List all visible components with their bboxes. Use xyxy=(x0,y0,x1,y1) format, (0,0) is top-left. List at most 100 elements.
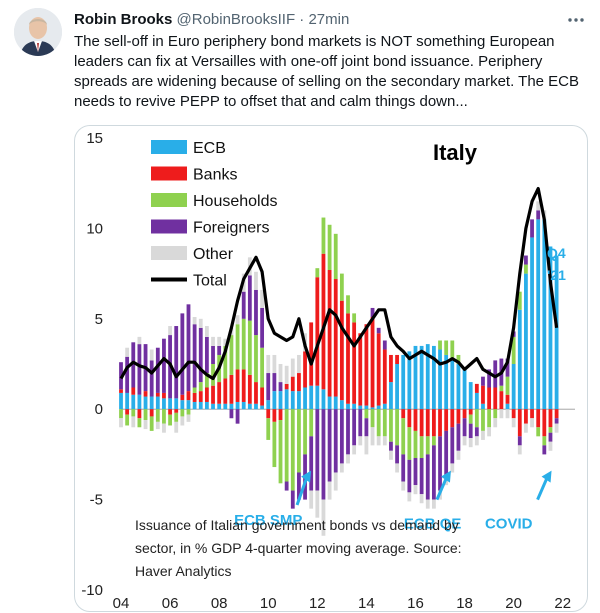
bar-ecb xyxy=(401,354,406,410)
bar-ecb xyxy=(431,345,436,410)
bar-foreigners xyxy=(419,458,424,495)
bar-households xyxy=(174,412,179,422)
bar-other xyxy=(309,490,314,509)
avatar-portrait-icon xyxy=(14,8,62,56)
bar-banks xyxy=(370,316,375,408)
bar-other xyxy=(346,454,350,464)
meta-separator: · xyxy=(299,11,305,28)
x-tick-label: 08 xyxy=(211,595,228,611)
bar-other xyxy=(468,438,473,448)
bar-other xyxy=(499,409,504,419)
bar-other xyxy=(474,436,479,446)
bar-households xyxy=(364,409,369,419)
bar-other xyxy=(401,481,406,491)
bar-other xyxy=(536,201,541,211)
bar-foreigners xyxy=(284,481,289,491)
bar-foreigners xyxy=(229,409,234,419)
bar-banks xyxy=(278,409,283,421)
bar-other xyxy=(149,349,154,361)
bar-households xyxy=(162,409,166,424)
bar-foreigners xyxy=(505,358,510,377)
tweet-media-chart[interactable]: 15 10 5 0 -5 -10 04 06 08 10 12 14 16 18 20 22 ECB Banks… xyxy=(74,125,588,612)
bar-households xyxy=(444,340,449,355)
bar-ecb xyxy=(321,389,326,410)
bar-banks xyxy=(217,382,222,404)
bar-ecb xyxy=(217,403,222,410)
bar-foreigners xyxy=(254,289,258,336)
total-line-layer xyxy=(119,186,559,381)
avatar[interactable] xyxy=(14,8,62,56)
bar-foreigners xyxy=(162,338,166,393)
bar-other xyxy=(119,418,123,428)
bar-banks xyxy=(431,409,436,437)
bar-ecb xyxy=(462,369,467,410)
bar-ecb xyxy=(407,351,412,410)
bar-ecb xyxy=(542,219,547,410)
bar-households xyxy=(297,409,301,473)
author-name[interactable]: Robin Brooks xyxy=(74,11,173,28)
bar-foreigners xyxy=(548,432,553,442)
more-dots-icon[interactable] xyxy=(566,10,586,30)
bar-ecb xyxy=(149,396,154,410)
bar-households xyxy=(260,347,265,388)
bar-households xyxy=(450,340,455,359)
bar-other xyxy=(137,336,142,345)
bar-households xyxy=(149,416,154,431)
bar-households xyxy=(395,409,399,446)
bar-households xyxy=(536,427,541,437)
author-handle[interactable]: @RobinBrooksIIF xyxy=(176,11,296,28)
bar-banks xyxy=(168,409,172,415)
bar-other xyxy=(389,450,393,460)
x-tick-label: 16 xyxy=(407,595,424,611)
bar-foreigners xyxy=(247,275,252,321)
bar-households xyxy=(247,320,252,375)
bar-ecb xyxy=(272,391,277,410)
tweet-time[interactable]: 27min xyxy=(308,11,350,28)
bar-foreigners xyxy=(149,360,154,397)
legend-label-banks: Banks xyxy=(193,167,237,184)
bar-foreigners xyxy=(554,418,559,424)
bar-ecb xyxy=(370,407,375,410)
bar-banks xyxy=(125,409,130,415)
bar-banks xyxy=(376,333,381,406)
bar-other xyxy=(321,499,326,536)
bar-households xyxy=(370,409,375,428)
bar-ecb xyxy=(223,403,228,410)
bar-ecb xyxy=(260,405,265,410)
bar-foreigners xyxy=(450,427,455,464)
bar-banks xyxy=(303,351,307,388)
bar-banks xyxy=(309,322,314,386)
bar-other xyxy=(376,436,381,446)
bar-foreigners xyxy=(517,436,522,446)
bar-households xyxy=(548,427,553,433)
bar-banks xyxy=(290,376,295,392)
bar-households xyxy=(235,324,240,370)
legend: ECB Banks Households Foreigners Other Total xyxy=(151,140,278,290)
bar-households xyxy=(321,217,326,254)
bar-banks xyxy=(358,333,363,406)
q4-label-line2: '21 xyxy=(547,267,566,283)
bar-households xyxy=(517,291,522,310)
bar-foreigners xyxy=(389,441,393,451)
bar-ecb xyxy=(174,398,179,410)
bar-foreigners xyxy=(352,409,357,446)
bar-other xyxy=(382,436,387,446)
bar-banks xyxy=(542,409,547,437)
bar-other xyxy=(327,481,332,500)
bar-banks xyxy=(419,409,424,437)
legend-swatch-households xyxy=(151,193,187,207)
bar-ecb xyxy=(413,345,418,410)
bar-households xyxy=(413,430,418,459)
bar-foreigners xyxy=(431,445,436,500)
bar-banks xyxy=(131,387,136,395)
bar-banks xyxy=(192,392,197,402)
bar-foreigners xyxy=(407,459,412,493)
bar-banks xyxy=(438,409,442,437)
bar-households xyxy=(327,224,332,270)
bar-foreigners xyxy=(266,373,271,401)
bar-foreigners xyxy=(346,409,350,455)
bar-foreigners xyxy=(309,436,314,491)
bar-other xyxy=(352,445,357,455)
bar-banks xyxy=(266,409,271,419)
bar-households xyxy=(254,335,258,383)
